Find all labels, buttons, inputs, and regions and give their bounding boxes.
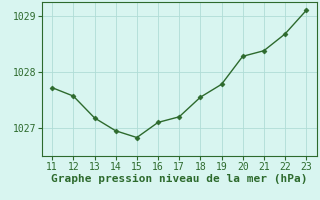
- X-axis label: Graphe pression niveau de la mer (hPa): Graphe pression niveau de la mer (hPa): [51, 174, 308, 184]
